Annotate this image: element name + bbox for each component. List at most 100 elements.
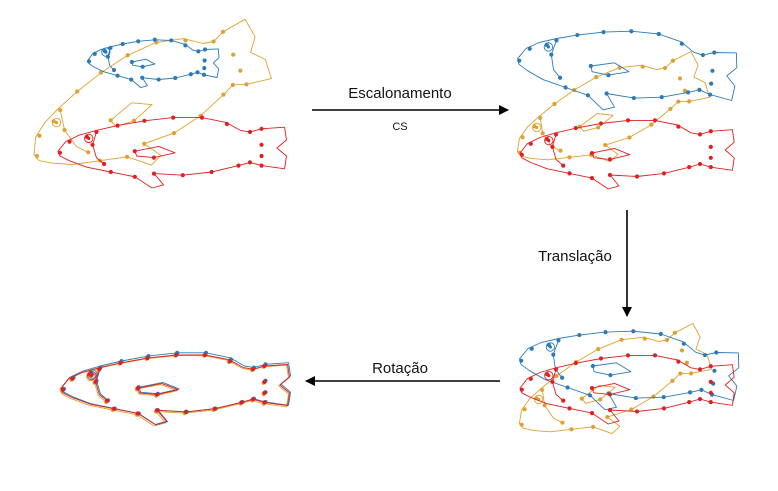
landmark-point <box>708 93 712 97</box>
landmark-point <box>225 122 229 126</box>
landmark-point <box>105 399 109 403</box>
landmark-point <box>699 388 703 392</box>
landmark-point <box>236 164 240 168</box>
landmark-point <box>259 143 263 147</box>
landmark-point <box>67 140 71 144</box>
landmark-point <box>550 145 554 149</box>
landmark-point <box>203 353 207 357</box>
fish-blue <box>87 38 219 88</box>
landmark-point <box>529 377 533 381</box>
landmark-point <box>620 338 624 342</box>
landmark-point <box>62 128 66 132</box>
landmark-point <box>670 379 674 383</box>
landmark-point <box>129 77 133 81</box>
landmark-point <box>136 411 140 415</box>
landmark-point <box>61 388 65 392</box>
landmark-point <box>590 151 594 155</box>
landmark-point <box>626 353 630 357</box>
landmark-point <box>601 30 605 34</box>
landmark-point <box>70 377 74 381</box>
landmark-point <box>709 129 713 133</box>
landmark-point <box>712 50 716 54</box>
fish-eye-pupil <box>87 137 90 140</box>
landmark-point <box>183 38 187 42</box>
landmark-point <box>115 124 119 128</box>
landmark-point <box>698 367 702 371</box>
landmark-point <box>152 156 156 160</box>
landmark-point <box>558 76 562 80</box>
landmark-point <box>169 38 173 42</box>
landmark-point <box>698 132 702 136</box>
landmark-point <box>608 408 612 412</box>
landmark-point <box>142 119 146 123</box>
landmark-point <box>627 135 631 139</box>
landmark-point <box>174 353 178 357</box>
landmark-point <box>574 126 578 130</box>
landmark-point <box>262 391 266 395</box>
landmark-point <box>603 330 607 334</box>
landmark-point <box>90 143 94 147</box>
landmark-point <box>554 374 558 378</box>
landmark-point <box>594 75 598 79</box>
fish-pectoral-fin <box>591 63 629 75</box>
landmark-point <box>712 369 716 373</box>
fish-orange <box>517 52 709 162</box>
landmark-point <box>554 367 558 371</box>
fish-outline <box>520 120 734 189</box>
landmark-point <box>200 116 204 120</box>
landmark-point <box>709 364 713 368</box>
landmark-point <box>520 153 524 157</box>
landmark-point <box>606 73 610 77</box>
landmark-point <box>93 380 97 384</box>
landmark-point <box>703 353 707 357</box>
landmark-point <box>248 130 252 134</box>
landmark-point <box>561 399 565 403</box>
landmark-point <box>662 171 666 175</box>
landmark-point <box>567 406 571 410</box>
landmark-point <box>558 149 562 153</box>
label-rotation: Rotação <box>372 360 428 377</box>
landmark-point <box>605 91 609 95</box>
landmark-point <box>262 380 266 384</box>
landmark-point <box>262 400 266 404</box>
landmark-point <box>239 400 243 404</box>
fish-eye-pupil <box>547 45 550 48</box>
landmark-point <box>635 409 639 413</box>
landmark-point <box>221 93 225 97</box>
landmark-point <box>556 338 560 342</box>
label-translation: Translação <box>538 248 612 265</box>
landmark-point <box>554 38 558 42</box>
landmark-point <box>698 162 702 166</box>
landmark-point <box>701 53 705 57</box>
landmark-point <box>643 337 647 341</box>
landmark-point <box>596 125 600 129</box>
landmark-point <box>94 130 98 134</box>
landmark-point <box>590 411 594 415</box>
fish-operculum <box>108 48 114 70</box>
landmark-point <box>709 82 713 86</box>
landmark-point <box>714 350 718 354</box>
landmark-point <box>155 392 159 396</box>
fish-pectoral-fin <box>593 363 631 375</box>
landmark-point <box>519 359 523 363</box>
landmark-point <box>203 47 207 51</box>
landmark-point <box>598 397 602 401</box>
landmark-point <box>211 39 215 43</box>
landmark-point <box>688 390 692 394</box>
landmark-point <box>202 58 206 62</box>
landmark-point <box>574 361 578 365</box>
landmark-point <box>520 388 524 392</box>
landmark-point <box>560 421 564 425</box>
landmark-point <box>580 397 584 401</box>
landmark-point <box>184 410 188 414</box>
landmark-point <box>603 143 607 147</box>
landmark-point <box>86 150 90 154</box>
landmark-point <box>517 59 521 63</box>
landmark-point <box>157 77 161 81</box>
landmark-point <box>152 172 156 176</box>
landmark-point <box>634 396 638 400</box>
landmark-point <box>563 85 567 89</box>
landmark-point <box>251 397 255 401</box>
landmark-point <box>551 353 555 357</box>
fish-outline <box>517 52 709 162</box>
